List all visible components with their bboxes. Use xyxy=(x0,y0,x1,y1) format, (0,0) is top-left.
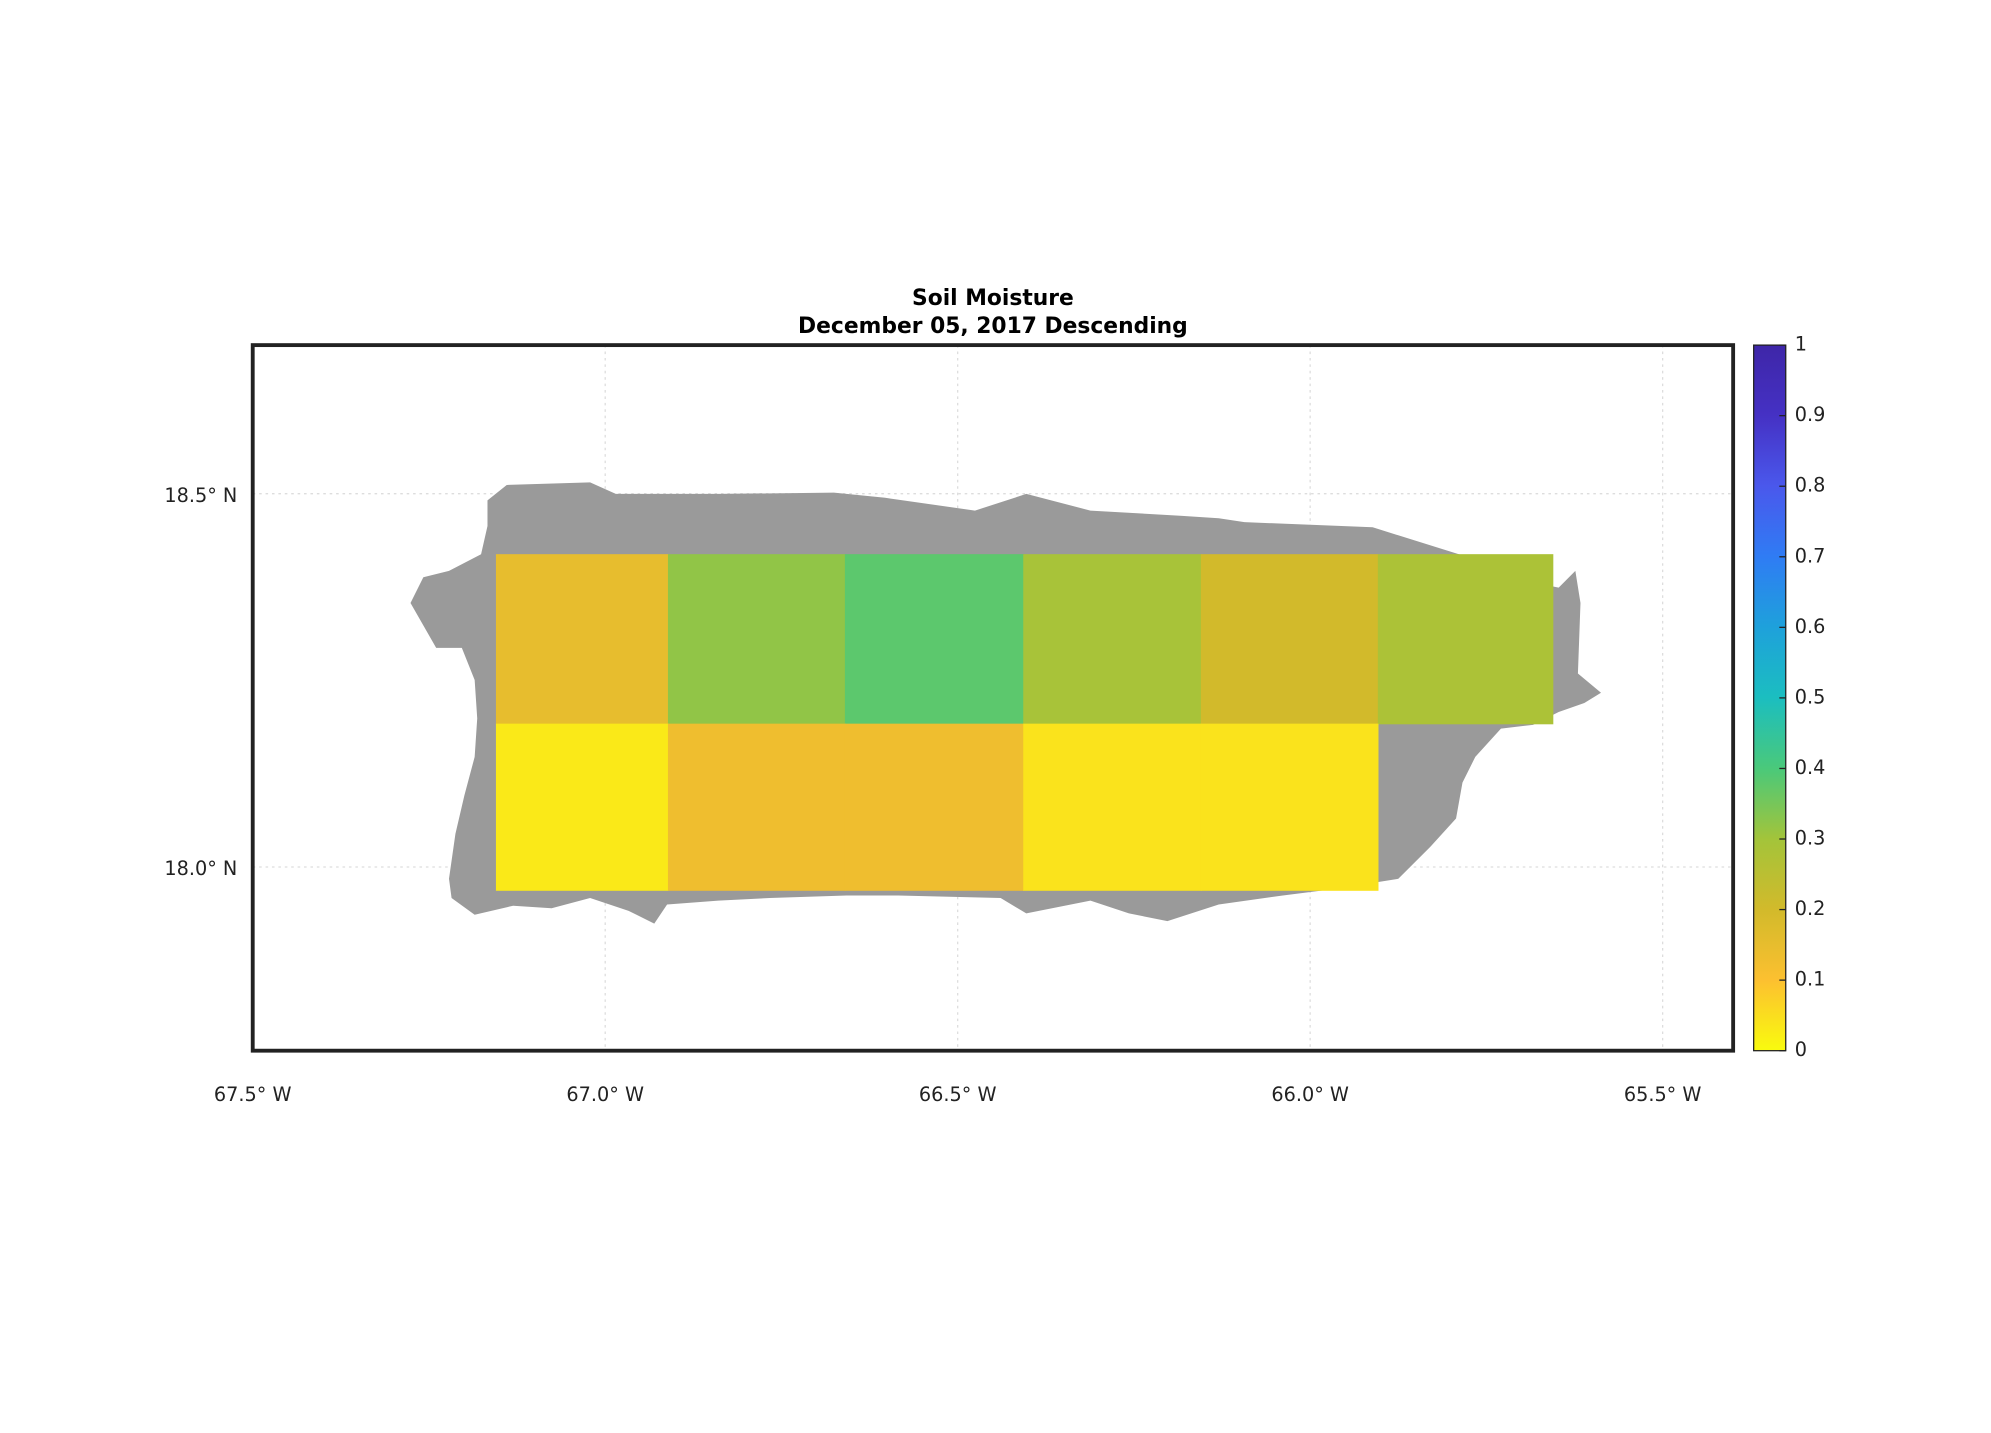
grid-cell xyxy=(844,723,1024,891)
colorbar-tick-label: 0.8 xyxy=(1795,474,1826,497)
y-tick-label: 18.5° N xyxy=(164,484,237,507)
grid-cell xyxy=(1023,554,1202,725)
x-tick-label: 67.5° W xyxy=(214,1083,292,1106)
x-tick-label: 66.0° W xyxy=(1271,1083,1349,1106)
grid-cell xyxy=(1200,554,1379,725)
chart-title: Soil Moisture xyxy=(912,286,1074,311)
colorbar-tick-label: 0 xyxy=(1795,1038,1807,1061)
colorbar-tick-label: 0.5 xyxy=(1795,685,1826,708)
colorbar-tick-label: 0.1 xyxy=(1795,968,1826,991)
grid-cell xyxy=(495,554,669,725)
x-tick-label: 66.5° W xyxy=(919,1083,997,1106)
colorbar-tick-label: 0.4 xyxy=(1795,756,1826,779)
plot-frame xyxy=(250,343,1736,1053)
chart-subtitle: December 05, 2017 Descending xyxy=(798,314,1188,339)
grid-cell xyxy=(667,554,846,725)
grid-cell xyxy=(667,723,846,891)
colorbar-tick-label: 0.3 xyxy=(1795,827,1826,850)
colorbar-tick-label: 0.7 xyxy=(1795,544,1826,567)
colorbar-tick-label: 0.2 xyxy=(1795,897,1826,920)
colorbar-tick-label: 0.6 xyxy=(1795,615,1826,638)
grid-cell xyxy=(495,723,669,891)
grid-cell xyxy=(844,554,1024,725)
colorbar-tick-label: 1 xyxy=(1795,333,1807,356)
y-tick-label: 18.0° N xyxy=(164,857,237,880)
grid-cell xyxy=(1023,723,1202,891)
x-tick-label: 67.0° W xyxy=(566,1083,644,1106)
grid-cell xyxy=(1377,554,1554,725)
colorbar-tick-label: 0.9 xyxy=(1795,403,1826,426)
x-tick-label: 65.5° W xyxy=(1624,1083,1702,1106)
grid-cell xyxy=(1200,723,1379,891)
